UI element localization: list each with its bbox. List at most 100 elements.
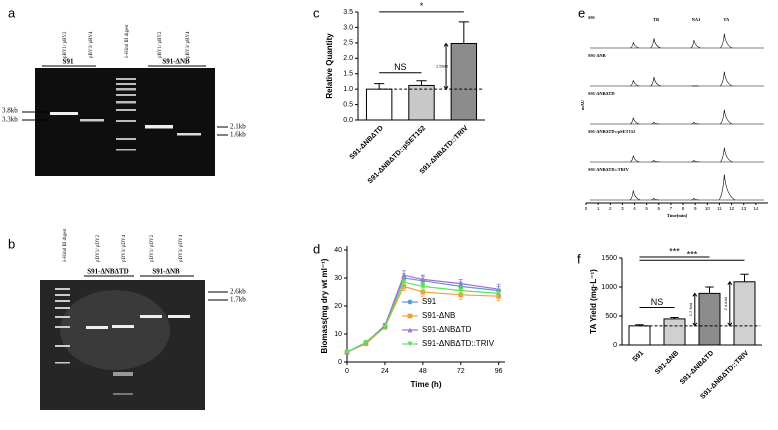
ladder [55,288,70,364]
marker [407,299,413,305]
peak [630,117,640,125]
band [86,326,108,329]
significance: * [420,1,424,11]
band [80,119,104,122]
x-tick-label: 3 [621,206,624,211]
lane-label: pDY3/ pDY4 [122,234,127,262]
marker [420,284,426,289]
bar [408,84,435,121]
y-tick-label: 40 [334,247,342,254]
lane-label: pBY3/ pBY4 [186,31,191,58]
panel-letter: f [577,251,581,266]
panel-letter: b [8,236,15,251]
x-tick-label: 9 [694,206,697,211]
x-tick-label: 10 [705,206,711,211]
peak [718,174,736,201]
trace-label: S91-ΔNBΔTD [588,91,615,96]
size-label: 3.8kb [2,107,18,115]
bar [365,88,393,121]
y-axis-label: Relative Quantity [325,33,334,99]
group-label: S91-ΔNBΔTD [87,268,128,276]
size-label: 3.3kb [2,116,18,124]
band [113,393,133,395]
error-bar [416,80,427,86]
bar [628,325,651,346]
fold-arrow [692,292,698,327]
legend-label: S91-ΔNBΔTD::TRIV [422,339,495,348]
x-tick-label: 4 [633,206,636,211]
panel-letter: e [578,5,585,20]
y-axis-label: TA Yield (mg·L⁻¹) [589,269,598,334]
x-tick-label: 1 [597,206,600,211]
legend-label: S91-ΔNB [422,311,455,320]
lane-label: pBY1/ pBY2 [63,31,68,58]
trace-label: S91-ΔNBΔTD::TRIV [588,167,630,172]
y-tick-label: 20 [334,303,342,310]
x-tick-label: 13 [741,206,747,211]
trace-label: S91-ΔNBΔTD::pSET152 [588,129,636,134]
peak [651,159,659,163]
band [113,372,133,376]
x-tick-label: 0 [345,368,349,375]
group-label: S91-ΔNB [152,268,180,276]
marker [407,341,413,347]
peak-label: TA [723,17,730,22]
marker [420,277,426,282]
peak [650,38,661,49]
y-tick-label: 1000 [601,284,617,291]
x-tick-label: 7 [670,206,673,211]
lane-label: pDY1/ pDY2 [150,234,155,262]
lane-label: pBY1/ pBY2 [158,31,163,58]
peak-label: NA1 [692,17,701,22]
y-tick-label: 30 [334,275,342,282]
bar [733,281,756,346]
error-bar [458,21,469,44]
peak [629,190,641,201]
category-label: S91-ΔNBΔTD [679,350,715,386]
significance: NS [651,297,664,307]
x-tick-label: 2 [609,206,612,211]
ladder [116,78,136,151]
peak [720,109,733,125]
marker [363,340,369,345]
fold-label: 1.7-fold [688,303,693,316]
significance: *** [687,250,698,260]
x-tick-label: 48 [419,368,427,375]
size-label: 1.6kb [230,131,246,139]
y-tick-label: 500 [605,313,617,320]
error-bar [374,83,385,90]
y-tick-label: 0.5 [343,101,353,108]
category-label: S91-ΔNBΔTD::TRIV [419,125,470,176]
lane-label: λ-Hind III digest [125,24,130,58]
x-axis-label: Time[min] [667,213,688,218]
marker [458,288,464,293]
size-label: 1.7kb [230,296,246,304]
size-label: 2.6kb [230,288,246,296]
group-label: S91-ΔNB [162,58,190,66]
panel-letter: a [8,5,16,20]
peak [720,71,733,87]
y-tick-label: 2.5 [343,40,353,47]
y-axis-label: Biomass(mg dry wt ml⁻¹) [320,258,329,353]
y-tick-label: 1.0 [343,86,353,93]
trace-label: S91-ΔNB [588,53,606,58]
size-label: 2.1kb [230,123,246,131]
marker [458,281,464,286]
marker [401,279,407,285]
y-tick-label: 0 [338,359,342,366]
peak [691,121,699,125]
bar [698,292,721,346]
marker [382,324,388,330]
x-tick-label: 8 [682,206,685,211]
band [177,133,201,136]
trace-label: S91 [588,15,596,20]
peak [691,197,699,201]
error-bar [740,273,749,282]
y-axis-label: mAU [580,99,585,110]
error-bar [705,286,714,294]
size-arrow [208,291,228,301]
peak [650,76,661,87]
peak [630,80,640,87]
x-axis-label: Time (h) [411,380,442,389]
fold-label: 1.5fold [436,63,448,68]
